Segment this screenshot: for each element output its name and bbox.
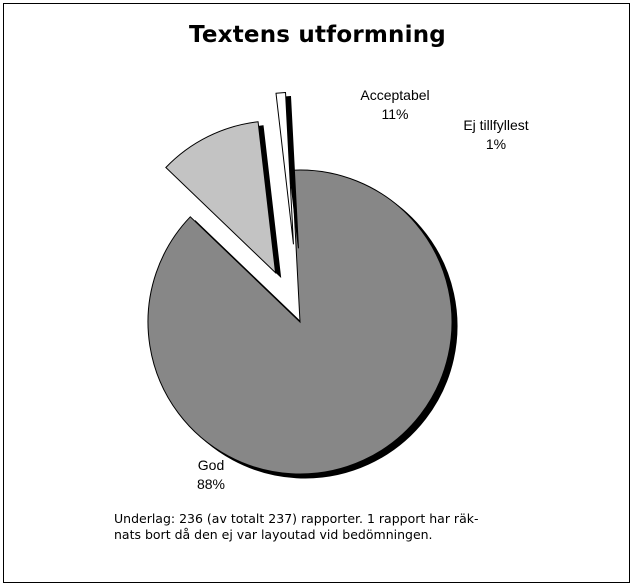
slice-value-acceptabel: 11%: [382, 106, 409, 122]
footnote-line-1: Underlag: 236 (av totalt 237) rapporter.…: [114, 511, 479, 526]
footnote: Underlag: 236 (av totalt 237) rapporter.…: [114, 511, 554, 543]
pie-slice-god: [147, 169, 453, 475]
slice-value-god: 88%: [197, 476, 225, 492]
pie-slice-acceptabel: [165, 121, 277, 275]
pie-slice-ej-tillfyllest: [275, 91, 294, 245]
slice-value-ej-tillfyllest: 1%: [486, 136, 506, 152]
slice-label-acceptabel: Acceptabel: [360, 87, 429, 103]
chart-title: Textens utformning: [189, 22, 446, 48]
slice-label-god: God: [198, 457, 224, 473]
slice-label-ej-tillfyllest: Ej tillfyllest: [463, 117, 528, 133]
footnote-line-2: nats bort då den ej var layoutad vid bed…: [114, 527, 433, 542]
